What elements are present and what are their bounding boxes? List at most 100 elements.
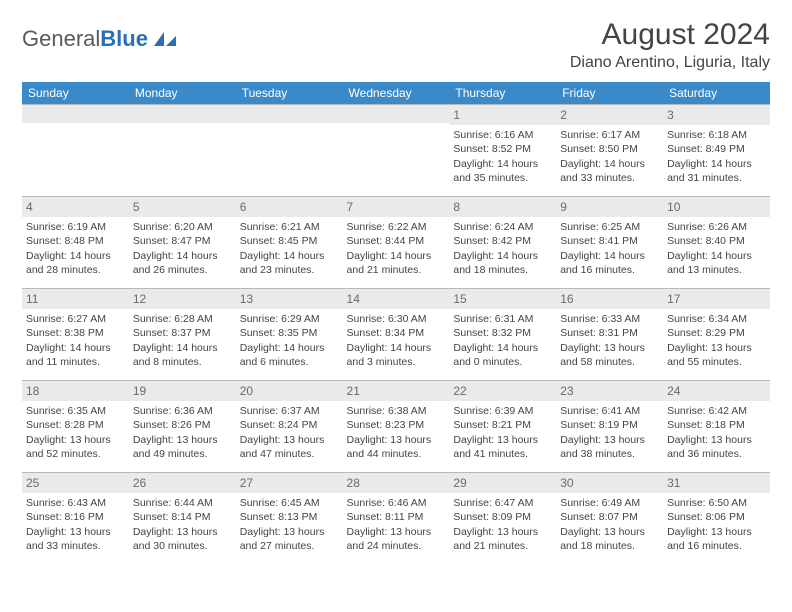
calendar-week: 4 Sunrise: 6:19 AMSunset: 8:48 PM Daylight… [22,197,770,289]
calendar-cell: 7Sunrise: 6:22 AMSunset: 8:44 PMDaylight… [343,197,450,289]
day-number-empty [236,105,343,123]
calendar-cell: 14Sunrise: 6:30 AMSunset: 8:34 PMDayligh… [343,289,450,381]
sunset-line: Sunset: 8:29 PM [667,326,766,340]
calendar-body: 1Sunrise: 6:16 AMSunset: 8:52 PMDaylight… [22,105,770,565]
sunrise-line: Sunrise: 6:34 AM [667,312,766,326]
calendar-cell: 25Sunrise: 6:43 AMSunset: 8:16 PMDayligh… [22,473,129,565]
sunrise-line: Sunrise: 6:47 AM [453,496,552,510]
sunset-line: Sunset: 8:45 PM [240,234,339,248]
calendar-cell [22,105,129,197]
logo-text: GeneralBlue [22,26,148,52]
logo: GeneralBlue [22,26,178,52]
day-number: 22 [449,381,556,401]
day-number: 21 [343,381,450,401]
sail-icon [152,30,178,48]
location: Diano Arentino, Liguria, Italy [570,54,770,72]
sunset-line: Sunset: 8:48 PM [26,234,125,248]
sunrise-line: Sunrise: 6:21 AM [240,220,339,234]
calendar-cell: 28Sunrise: 6:46 AMSunset: 8:11 PMDayligh… [343,473,450,565]
weekday-header: Tuesday [236,82,343,105]
day-number: 4 [22,197,129,217]
calendar-cell [236,105,343,197]
day-number: 12 [129,289,236,309]
daylight-line: Daylight: 13 hours and 44 minutes. [347,433,446,461]
calendar-cell: 1Sunrise: 6:16 AMSunset: 8:52 PMDaylight… [449,105,556,197]
sunrise-line: Sunrise: 6:19 AM [26,220,125,234]
sunset-line: Sunset: 8:41 PM [560,234,659,248]
daylight-line: Daylight: 14 hours and 0 minutes. [453,341,552,369]
sunset-line: Sunset: 8:31 PM [560,326,659,340]
calendar-table: SundayMondayTuesdayWednesdayThursdayFrid… [22,82,770,565]
day-number: 2 [556,105,663,125]
sunrise-line: Sunrise: 6:45 AM [240,496,339,510]
day-number: 11 [22,289,129,309]
sunrise-line: Sunrise: 6:37 AM [240,404,339,418]
day-number: 29 [449,473,556,493]
day-number: 10 [663,197,770,217]
sunset-line: Sunset: 8:26 PM [133,418,232,432]
daylight-line: Daylight: 14 hours and 8 minutes. [133,341,232,369]
calendar-cell: 11Sunrise: 6:27 AMSunset: 8:38 PMDayligh… [22,289,129,381]
sunrise-line: Sunrise: 6:46 AM [347,496,446,510]
day-number: 25 [22,473,129,493]
sunset-line: Sunset: 8:35 PM [240,326,339,340]
sunrise-line: Sunrise: 6:50 AM [667,496,766,510]
sunset-line: Sunset: 8:21 PM [453,418,552,432]
day-number: 23 [556,381,663,401]
daylight-line: Daylight: 13 hours and 38 minutes. [560,433,659,461]
daylight-line: Daylight: 13 hours and 18 minutes. [560,525,659,553]
sunset-line: Sunset: 8:49 PM [667,142,766,156]
daylight-line: Daylight: 14 hours and 11 minutes. [26,341,125,369]
daylight-line: Daylight: 14 hours and 26 minutes. [133,249,232,277]
weekday-header: Sunday [22,82,129,105]
sunset-line: Sunset: 8:19 PM [560,418,659,432]
calendar-cell: 16Sunrise: 6:33 AMSunset: 8:31 PMDayligh… [556,289,663,381]
sunrise-line: Sunrise: 6:31 AM [453,312,552,326]
sunrise-line: Sunrise: 6:42 AM [667,404,766,418]
sunrise-line: Sunrise: 6:38 AM [347,404,446,418]
sunrise-line: Sunrise: 6:28 AM [133,312,232,326]
logo-word2: Blue [100,26,148,51]
day-number: 5 [129,197,236,217]
day-number: 1 [449,105,556,125]
daylight-line: Daylight: 13 hours and 30 minutes. [133,525,232,553]
calendar-cell: 17Sunrise: 6:34 AMSunset: 8:29 PMDayligh… [663,289,770,381]
title-block: August 2024 Diano Arentino, Liguria, Ita… [570,18,770,72]
sunrise-line: Sunrise: 6:26 AM [667,220,766,234]
daylight-line: Daylight: 14 hours and 6 minutes. [240,341,339,369]
sunset-line: Sunset: 8:52 PM [453,142,552,156]
sunrise-line: Sunrise: 6:35 AM [26,404,125,418]
calendar-cell [129,105,236,197]
calendar-cell [343,105,450,197]
sunset-line: Sunset: 8:14 PM [133,510,232,524]
sunrise-line: Sunrise: 6:24 AM [453,220,552,234]
daylight-line: Daylight: 13 hours and 41 minutes. [453,433,552,461]
daylight-line: Daylight: 13 hours and 52 minutes. [26,433,125,461]
daylight-line: Daylight: 13 hours and 33 minutes. [26,525,125,553]
sunrise-line: Sunrise: 6:41 AM [560,404,659,418]
sunset-line: Sunset: 8:50 PM [560,142,659,156]
calendar-cell: 30Sunrise: 6:49 AMSunset: 8:07 PMDayligh… [556,473,663,565]
sunrise-line: Sunrise: 6:39 AM [453,404,552,418]
sunrise-line: Sunrise: 6:44 AM [133,496,232,510]
calendar-cell: 12Sunrise: 6:28 AMSunset: 8:37 PMDayligh… [129,289,236,381]
daylight-line: Daylight: 14 hours and 18 minutes. [453,249,552,277]
calendar-cell: 2Sunrise: 6:17 AMSunset: 8:50 PMDaylight… [556,105,663,197]
calendar-cell: 29Sunrise: 6:47 AMSunset: 8:09 PMDayligh… [449,473,556,565]
calendar-cell: 10Sunrise: 6:26 AMSunset: 8:40 PMDayligh… [663,197,770,289]
sunset-line: Sunset: 8:28 PM [26,418,125,432]
day-number: 27 [236,473,343,493]
sunset-line: Sunset: 8:42 PM [453,234,552,248]
day-number: 18 [22,381,129,401]
weekday-header: Monday [129,82,236,105]
day-number: 6 [236,197,343,217]
calendar-cell: 18 Sunrise: 6:35 AMSunset: 8:28 PMDayligh… [22,381,129,473]
day-number: 13 [236,289,343,309]
daylight-line: Daylight: 13 hours and 21 minutes. [453,525,552,553]
logo-word1: General [22,26,100,51]
day-number-empty [129,105,236,123]
sunset-line: Sunset: 8:13 PM [240,510,339,524]
calendar-cell: 19Sunrise: 6:36 AMSunset: 8:26 PMDayligh… [129,381,236,473]
sunrise-line: Sunrise: 6:43 AM [26,496,125,510]
sunset-line: Sunset: 8:44 PM [347,234,446,248]
